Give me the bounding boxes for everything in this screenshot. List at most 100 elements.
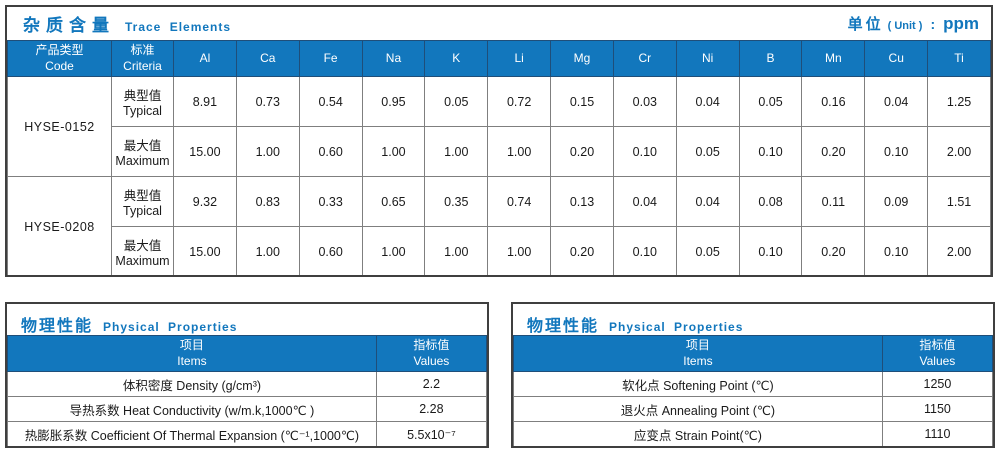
column-header-values: 指标值 Values	[375, 334, 487, 373]
unit-indicator: 单位 ( Unit ) : ppm	[848, 13, 979, 34]
trace-title-zh: 杂质含量	[23, 16, 115, 35]
value-cell: 0.65	[361, 176, 426, 228]
column-header-items-zh: 项目	[179, 338, 204, 352]
property-item-cell: 导热系数 Heat Conductivity (w/m.k,1000℃ )	[7, 396, 377, 423]
value-cell: 0.15	[550, 76, 614, 128]
value-cell: 1.51	[927, 176, 991, 228]
value-cell: 0.74	[487, 176, 552, 228]
value-cell: 0.10	[612, 126, 677, 178]
value-cell: 1.00	[487, 226, 552, 275]
value-cell: 0.60	[298, 126, 363, 178]
value-cell: 1.00	[424, 226, 489, 275]
property-value-cell: 2.2	[375, 371, 487, 398]
column-header-criteria-en: Criteria	[123, 58, 162, 73]
product-code-cell: HYSE-0208	[7, 176, 112, 275]
unit-value: ppm	[943, 14, 979, 33]
column-header-values-zh: 指标值	[413, 338, 450, 352]
trace-elements-panel: 杂质含量 Trace Elements 单位 ( Unit ) : ppm 产品…	[5, 5, 993, 277]
value-cell: 0.83	[235, 176, 300, 228]
criteria-label-en: Typical	[123, 104, 162, 119]
column-header-element: Mg	[550, 39, 614, 78]
column-header-items: 项目 Items	[7, 334, 377, 373]
column-header-items: 项目 Items	[513, 334, 883, 373]
phys-title-en: Physical Properties	[609, 320, 744, 334]
value-cell: 0.72	[487, 76, 552, 128]
physical-properties-table-left: 项目 Items 指标值 Values 体积密度 Density (g/cm³)…	[7, 334, 487, 446]
value-cell: 0.10	[738, 126, 803, 178]
value-cell: 0.04	[864, 76, 929, 128]
unit-colon: :	[930, 16, 936, 32]
table-row: 导热系数 Heat Conductivity (w/m.k,1000℃ ) 2.…	[7, 396, 487, 423]
column-header-items-zh: 项目	[685, 338, 710, 352]
column-header-element: Al	[173, 39, 237, 78]
value-cell: 0.20	[550, 226, 614, 275]
column-header-criteria-zh: 标准	[130, 43, 155, 57]
value-cell: 1.00	[235, 226, 300, 275]
trace-elements-title: 杂质含量 Trace Elements	[23, 11, 231, 36]
column-header-element: Ti	[927, 39, 991, 78]
column-header-values-en: Values	[919, 353, 956, 368]
unit-label-zh: 单位	[847, 16, 884, 33]
column-header-values-en: Values	[413, 353, 450, 368]
criteria-label-en: Maximum	[115, 154, 170, 169]
property-value-cell: 1250	[881, 371, 993, 398]
value-cell: 0.05	[738, 76, 803, 128]
value-cell: 2.00	[927, 126, 991, 178]
table-row: 体积密度 Density (g/cm³) 2.2	[7, 371, 487, 398]
column-header-element: Li	[487, 39, 552, 78]
value-cell: 0.20	[550, 126, 614, 178]
value-cell: 1.00	[235, 126, 300, 178]
value-cell: 0.10	[612, 226, 677, 275]
value-cell: 0.08	[738, 176, 803, 228]
criteria-cell: 最大值 Maximum	[111, 226, 174, 275]
criteria-label-zh: 最大值	[123, 239, 162, 254]
physical-properties-panel-left: 物理性能 Physical Properties 项目 Items 指标值 Va…	[5, 302, 489, 448]
physical-properties-title-left: 物理性能 Physical Properties	[7, 304, 487, 335]
column-header-element: Mn	[801, 39, 866, 78]
value-cell: 0.11	[801, 176, 866, 228]
criteria-cell: 典型值 Typical	[111, 176, 174, 228]
phys-title-zh: 物理性能	[21, 318, 94, 335]
trace-header-row: 产品类型 Code 标准 Criteria Al Ca Fe Na K Li M…	[7, 39, 991, 78]
value-cell: 0.60	[298, 226, 363, 275]
value-cell: 0.33	[298, 176, 363, 228]
value-cell: 1.00	[424, 126, 489, 178]
property-item-cell: 体积密度 Density (g/cm³)	[7, 371, 377, 398]
criteria-label-zh: 典型值	[123, 89, 162, 104]
value-cell: 1.25	[927, 76, 991, 128]
column-header-element: Ca	[235, 39, 300, 78]
value-cell: 0.10	[738, 226, 803, 275]
trace-elements-panel-header: 杂质含量 Trace Elements 单位 ( Unit ) : ppm	[7, 7, 991, 40]
column-header-element: K	[424, 39, 489, 78]
product-code-cell: HYSE-0152	[7, 76, 112, 178]
value-cell: 0.35	[424, 176, 489, 228]
value-cell: 0.10	[864, 226, 929, 275]
criteria-label-en: Typical	[123, 204, 162, 219]
property-value-cell: 1110	[881, 421, 993, 446]
criteria-label-zh: 典型值	[123, 189, 162, 204]
table-row: HYSE-0152 典型值 Typical 8.91 0.73 0.54 0.9…	[7, 76, 991, 178]
column-header-items-en: Items	[683, 353, 713, 368]
physical-properties-title-right: 物理性能 Physical Properties	[513, 304, 993, 335]
column-header-code-en: Code	[45, 58, 74, 73]
column-header-code-zh: 产品类型	[35, 43, 84, 57]
value-cell: 0.05	[675, 126, 740, 178]
value-cell: 0.54	[298, 76, 363, 128]
column-header-criteria: 标准 Criteria	[111, 39, 174, 78]
property-item-cell: 退火点 Annealing Point (℃)	[513, 396, 883, 423]
value-cell: 0.73	[235, 76, 300, 128]
unit-label-en: ( Unit )	[887, 20, 923, 32]
value-cell: 0.04	[675, 76, 740, 128]
trace-elements-table: 产品类型 Code 标准 Criteria Al Ca Fe Na K Li M…	[7, 39, 991, 275]
phys-header-row: 项目 Items 指标值 Values	[7, 334, 487, 373]
table-row: HYSE-0208 典型值 Typical 9.32 0.83 0.33 0.6…	[7, 176, 991, 275]
property-value-cell: 2.28	[375, 396, 487, 423]
value-cell: 8.91	[173, 76, 237, 128]
value-cell: 1.00	[361, 126, 426, 178]
column-header-element: Na	[361, 39, 426, 78]
criteria-label-en: Maximum	[115, 254, 170, 269]
value-cell: 0.13	[550, 176, 614, 228]
table-row: 热膨胀系数 Coefficient Of Thermal Expansion (…	[7, 421, 487, 446]
value-cell: 0.10	[864, 126, 929, 178]
